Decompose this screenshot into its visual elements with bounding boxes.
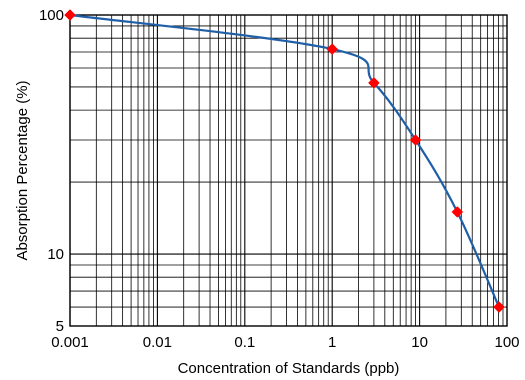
y-tick-labels: 5 10 100: [39, 7, 64, 335]
x-tick-labels: 0.001 0.01 0.1 1 10 100: [51, 334, 519, 351]
grid: [69, 14, 507, 327]
data-point-marker: [64, 9, 76, 21]
y-tick-label: 5: [56, 318, 64, 335]
series-line: [69, 13, 501, 308]
plot-frame: [69, 14, 508, 327]
data-point-marker: [493, 301, 505, 313]
data-point-marker: [451, 206, 464, 218]
x-tick-label: 10: [411, 334, 428, 351]
data-point-marker: [368, 77, 380, 89]
y-axis-title: Absorption Percentage (%): [14, 80, 31, 260]
x-axis-title: Concentration of Standards (ppb): [178, 360, 400, 377]
x-tick-label: 100: [494, 334, 519, 351]
data-markers: [64, 9, 505, 313]
y-tick-label: 100: [39, 7, 64, 24]
x-tick-label: 0.1: [234, 334, 255, 351]
x-tick-label: 0.001: [51, 334, 89, 351]
data-point-marker: [326, 43, 339, 55]
data-point-marker: [409, 134, 422, 146]
x-tick-label: 0.01: [143, 334, 172, 351]
y-tick-label: 10: [47, 246, 64, 263]
x-tick-label: 1: [328, 334, 336, 351]
